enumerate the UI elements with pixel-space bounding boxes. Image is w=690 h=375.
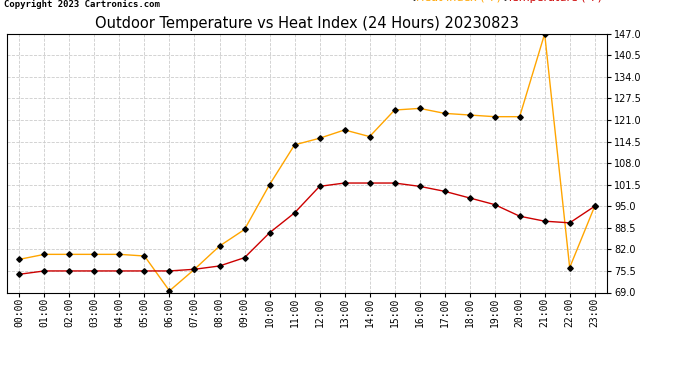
Temperature (°F) (90, 269, 99, 273)
Temperature (°F) (240, 255, 248, 260)
Heat Index (°F) (66, 252, 74, 257)
Temperature (°F) (40, 269, 48, 273)
Heat Index (°F) (391, 108, 399, 112)
Temperature (°F) (466, 196, 474, 200)
Temperature (°F) (415, 184, 424, 189)
Temperature (°F) (491, 202, 499, 207)
Heat Index (°F) (266, 183, 274, 187)
Heat Index (°F) (40, 252, 48, 257)
Heat Index (°F) (566, 266, 574, 270)
Line: Temperature (°F): Temperature (°F) (17, 181, 597, 276)
Temperature (°F) (591, 204, 599, 209)
Temperature (°F) (566, 220, 574, 225)
Heat Index (°F) (215, 244, 224, 248)
Temperature (°F) (540, 219, 549, 224)
Heat Index (°F) (466, 113, 474, 117)
Temperature (°F) (215, 264, 224, 268)
Temperature (°F) (340, 181, 348, 185)
Heat Index (°F) (515, 114, 524, 119)
Temperature (°F) (140, 269, 148, 273)
Temperature (°F) (66, 269, 74, 273)
Title: Outdoor Temperature vs Heat Index (24 Hours) 20230823: Outdoor Temperature vs Heat Index (24 Ho… (95, 16, 519, 31)
Heat Index (°F) (166, 289, 174, 293)
Heat Index (°F) (415, 106, 424, 111)
Heat Index (°F) (140, 254, 148, 258)
Heat Index (°F) (190, 267, 199, 272)
Heat Index (°F) (340, 128, 348, 132)
Heat Index (°F) (115, 252, 124, 257)
Temperature (°F) (190, 267, 199, 272)
Temperature (°F) (290, 211, 299, 215)
Heat Index (°F) (90, 252, 99, 257)
Heat Index (°F) (491, 114, 499, 119)
Temperature (°F) (115, 269, 124, 273)
Temperature (°F) (166, 269, 174, 273)
Temperature (°F) (515, 214, 524, 219)
Heat Index (°F) (591, 204, 599, 209)
Heat Index (°F) (240, 227, 248, 232)
Heat Index (°F) (540, 32, 549, 36)
Temperature (°F) (266, 231, 274, 235)
Heat Index (°F) (315, 136, 324, 141)
Heat Index (°F) (15, 257, 23, 262)
Temperature (°F) (440, 189, 449, 194)
Temperature (°F) (391, 181, 399, 185)
Heat Index (°F) (290, 142, 299, 147)
Temperature (°F) (366, 181, 374, 185)
Temperature (°F) (315, 184, 324, 189)
Temperature (°F) (15, 272, 23, 276)
Legend: Heat Index (°F), Temperature (°F): Heat Index (°F), Temperature (°F) (414, 0, 602, 3)
Line: Heat Index (°F): Heat Index (°F) (17, 32, 597, 293)
Heat Index (°F) (440, 111, 449, 116)
Heat Index (°F) (366, 134, 374, 139)
Text: Copyright 2023 Cartronics.com: Copyright 2023 Cartronics.com (4, 0, 160, 9)
